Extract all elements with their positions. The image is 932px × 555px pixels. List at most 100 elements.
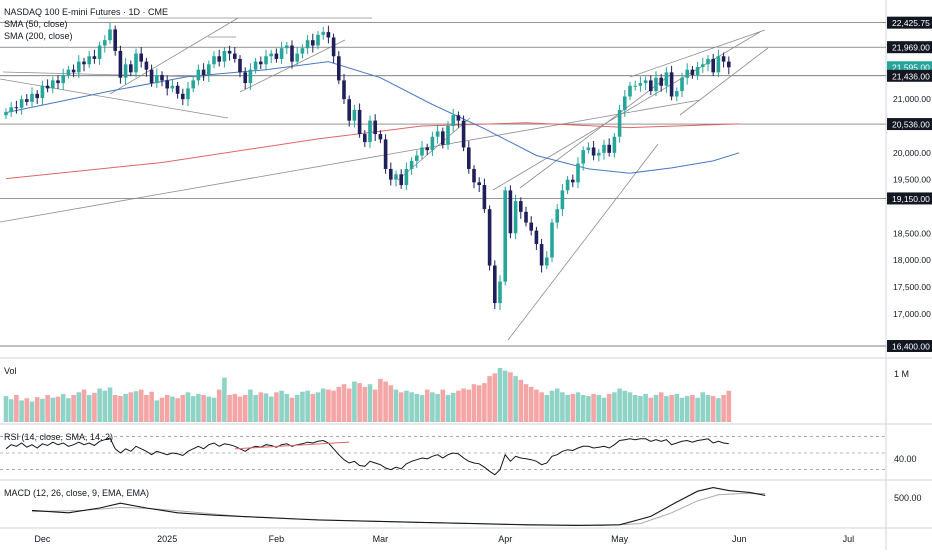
- candle-body: [649, 80, 653, 92]
- candle-body: [118, 50, 123, 78]
- candle-body: [103, 40, 107, 46]
- candle-body: [446, 126, 450, 145]
- candle-body: [623, 96, 627, 110]
- volume-bar: [570, 393, 576, 422]
- volume-bar: [466, 389, 472, 422]
- candle-body: [123, 64, 128, 78]
- volume-bar: [612, 392, 617, 422]
- chart-legend: NASDAQ 100 E-mini Futures · 1D · CME SMA…: [4, 6, 168, 42]
- sma50-legend: SMA (50, close): [4, 19, 68, 29]
- price-tick-label: 18,500.00: [893, 228, 931, 238]
- volume-bar: [60, 393, 66, 422]
- price-level-label: 21,969.00: [892, 43, 930, 53]
- candle-body: [373, 120, 377, 135]
- candle-body: [482, 185, 487, 210]
- rsi-axis-label: 40.00: [894, 454, 917, 464]
- candle-body: [290, 45, 294, 62]
- volume-bar: [211, 397, 217, 422]
- volume-bar: [716, 398, 721, 422]
- volume-bar: [695, 397, 700, 422]
- candle-body: [285, 45, 289, 49]
- price-level-tag: [887, 192, 932, 205]
- volume-bar: [539, 392, 544, 422]
- volume-bar: [596, 395, 602, 422]
- volume-bar: [300, 391, 305, 422]
- candle-body: [45, 85, 50, 89]
- trendline: [679, 47, 769, 116]
- candle-body: [331, 37, 336, 57]
- candle-body: [685, 69, 689, 78]
- candle-body: [56, 80, 60, 84]
- volume-bar: [528, 386, 534, 422]
- price-level-tag: [887, 118, 932, 131]
- candle-body: [233, 53, 237, 59]
- volume-bar: [424, 389, 430, 422]
- volume-bar: [336, 386, 342, 422]
- x-axis-tick-label: Jul: [843, 534, 855, 544]
- candle-body: [487, 209, 492, 266]
- rsi-panel-label: RSI (14, close, SMA, 14, 2): [4, 431, 113, 443]
- volume-bar: [653, 395, 659, 422]
- volume-bar: [617, 388, 622, 422]
- volume-bar: [128, 392, 134, 422]
- volume-bar: [632, 395, 638, 422]
- volume-bar: [66, 398, 71, 422]
- volume-bar: [24, 398, 30, 422]
- rsi-label: RSI (14, close, SMA, 14, 2): [4, 432, 114, 442]
- volume-bar: [237, 396, 243, 422]
- price-level-tag: [887, 16, 932, 29]
- volume-bar: [3, 396, 9, 422]
- candle-body: [441, 131, 445, 145]
- candle-body: [425, 147, 429, 151]
- volume-bar: [482, 383, 487, 422]
- volume-bar: [29, 401, 35, 422]
- candle-body: [628, 85, 632, 97]
- candle-body: [591, 147, 596, 156]
- volume-bar: [284, 393, 290, 422]
- volume-bar: [232, 393, 238, 422]
- candle-body: [212, 56, 216, 65]
- volume-bar: [575, 392, 581, 422]
- candle-body: [97, 45, 102, 59]
- volume-bar: [310, 393, 316, 422]
- candle-body: [316, 34, 320, 46]
- volume-bar: [357, 383, 362, 422]
- volume-bar: [679, 397, 685, 422]
- volume-bar: [253, 395, 258, 422]
- volume-bar: [726, 390, 732, 422]
- candle-body: [300, 48, 305, 54]
- trendline: [0, 99, 701, 223]
- candle-body: [243, 72, 247, 84]
- volume-bar: [684, 396, 690, 422]
- volume-panel-label: Vol: [4, 365, 17, 377]
- candle-body: [227, 50, 232, 54]
- volume-bar: [227, 395, 232, 422]
- candle-body: [352, 109, 357, 121]
- volume-bar: [341, 384, 347, 422]
- candle-body: [51, 80, 55, 89]
- candle-body: [534, 230, 539, 245]
- sma200-line: [5, 122, 740, 180]
- volume-bar: [92, 392, 97, 422]
- volume-bar: [523, 384, 529, 422]
- candle-body: [217, 56, 221, 62]
- volume-bar: [648, 397, 654, 422]
- volume-bar: [76, 392, 82, 422]
- candle-body: [295, 53, 299, 62]
- volume-bar: [112, 395, 118, 422]
- volume-bar: [170, 396, 175, 422]
- volume-bar: [305, 390, 310, 422]
- rsi-trendline: [234, 441, 350, 450]
- volume-bar: [700, 392, 706, 422]
- volume-label: Vol: [4, 366, 17, 376]
- candle-body: [165, 80, 169, 89]
- volume-bar: [565, 395, 570, 422]
- price-level-tag: [887, 41, 932, 54]
- volume-bar: [201, 395, 206, 422]
- price-tick-label: 17,500.00: [893, 282, 931, 292]
- volume-bar: [331, 390, 336, 422]
- trendline: [492, 31, 761, 191]
- candle-body: [571, 179, 575, 183]
- volume-bar: [549, 390, 555, 422]
